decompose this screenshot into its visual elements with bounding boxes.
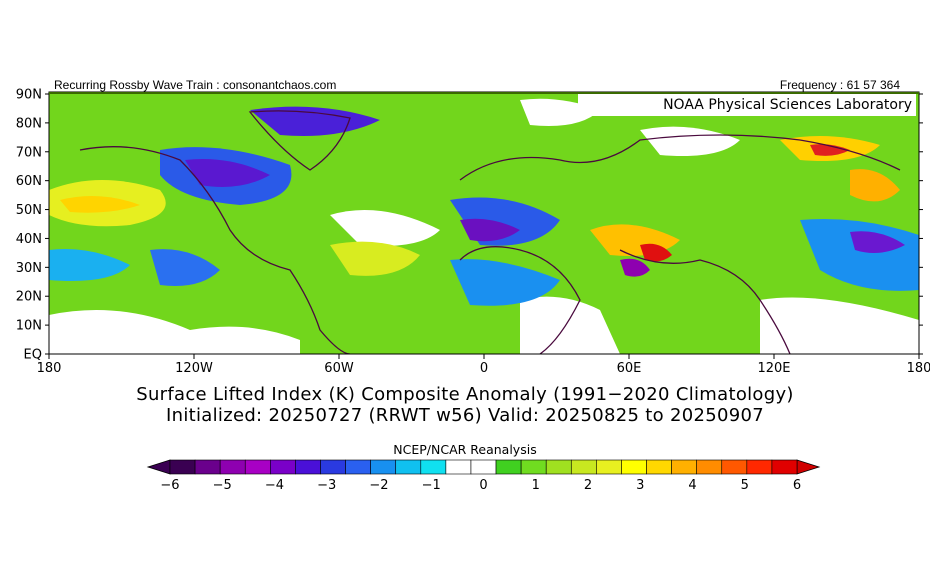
field-zero-west-pacific [760, 297, 919, 354]
field-positive-npac-core [60, 196, 140, 213]
colorbar-swatch [671, 459, 697, 475]
lat-label: 80N [16, 116, 42, 131]
colorbar-swatch [345, 459, 371, 475]
coast-north-america [79, 146, 351, 354]
colorbar-low-arrow [146, 459, 171, 475]
title-line-2: Initialized: 20250727 (RRWT w56) Valid: … [166, 405, 764, 426]
field-negative-canada-core [185, 159, 270, 188]
field-negative-mexico [150, 249, 220, 286]
colorbar-swatch [219, 459, 246, 475]
field-positive-kamchatka [850, 169, 900, 202]
colorbar-tick-label: 6 [793, 478, 801, 493]
colorbar-swatch [646, 459, 672, 475]
colorbar-tick-label: −4 [265, 478, 284, 493]
header-left-text: Recurring Rossby Wave Train : consonantc… [54, 78, 337, 92]
field-positive-pakistan [640, 243, 672, 262]
colorbar-high-arrow [796, 459, 821, 475]
lat-label: 30N [16, 261, 42, 276]
colorbar-swatch [621, 459, 647, 475]
colorbar-swatch [320, 459, 346, 475]
lon-label: 180 [37, 361, 62, 376]
lat-label: 50N [16, 203, 42, 218]
colorbar-swatch [194, 459, 221, 475]
lon-label: 120E [757, 361, 790, 376]
colorbar-swatch [696, 459, 723, 475]
lat-label: 90N [16, 88, 42, 103]
field-negative-hawaii [49, 249, 130, 281]
lat-label: 20N [16, 290, 42, 305]
lat-label: 70N [16, 145, 42, 160]
lon-label: 120W [175, 361, 213, 376]
coast-eurasia [459, 134, 901, 181]
field-zero-atlantic [330, 210, 440, 246]
longitude-axis: 180 120W 60W 0 60E 120E 180 [37, 354, 930, 376]
field-negative-europe-core [460, 218, 520, 242]
lat-label: EQ [24, 348, 42, 363]
colorbar-swatch [570, 459, 597, 475]
colorbar-tick-label: 2 [584, 478, 592, 493]
field-negative-npac-west-core [850, 231, 905, 254]
colorbar-swatch [420, 459, 447, 475]
colorbar-swatch [445, 459, 472, 475]
colorbar-tick-label: 4 [688, 478, 696, 493]
colorbar-swatch [596, 459, 622, 475]
colorbar-swatch [169, 459, 196, 475]
colorbar-tick-label: −2 [369, 478, 388, 493]
field-negative-arabian-sea [620, 258, 650, 277]
title-line-1: Surface Lifted Index (K) Composite Anoma… [136, 384, 794, 405]
field-zero-siberia [640, 126, 740, 156]
colorbar-tick-label: −6 [160, 478, 179, 493]
colorbar-tick-label: 5 [741, 478, 749, 493]
coast-south-asia [619, 249, 791, 354]
colorbar-tick-label: 0 [479, 478, 487, 493]
colorbar-swatch [370, 459, 397, 475]
coast-greenland [248, 110, 351, 171]
lon-label: 180 [907, 361, 930, 376]
colorbar-swatch [270, 459, 296, 475]
field-negative-africa [450, 259, 560, 306]
lon-label: 60E [617, 361, 642, 376]
header-right-text: Frequency : 61 57 364 [779, 78, 900, 92]
colorbar-swatch [470, 459, 497, 475]
colorbar-tick-label: −1 [422, 478, 441, 493]
latitude-axis: 90N 80N 70N 60N 50N 40N 30N 20N 10N EQ [16, 88, 923, 363]
colorbar-swatch [746, 459, 773, 475]
colorbar-tick-label: −3 [317, 478, 336, 493]
colorbar-swatch [395, 459, 422, 475]
colorbar-tick-label: 1 [532, 478, 540, 493]
map-field [49, 92, 919, 354]
lon-label: 60W [324, 361, 354, 376]
colorbar: −6 −5 −4 −3 −2 −1 0 1 2 3 4 5 6 [146, 459, 821, 493]
colorbar-swatch [771, 459, 798, 475]
coast-africa [459, 246, 581, 354]
colorbar-swatch [495, 459, 522, 475]
colorbar-swatch [520, 459, 547, 475]
coastlines [79, 110, 901, 354]
field-positive-east-siberia-core [810, 144, 850, 156]
lat-label: 60N [16, 174, 42, 189]
colorbar-tick-label: 3 [636, 478, 644, 493]
colorbar-tick-label: −5 [213, 478, 232, 493]
field-negative-greenland [250, 106, 380, 136]
colorbar-swatch [721, 459, 748, 475]
lat-label: 10N [16, 319, 42, 334]
colorbar-swatch [244, 459, 271, 475]
lat-label: 40N [16, 232, 42, 247]
credit-label: NOAA Physical Sciences Laboratory [578, 94, 916, 116]
lon-label: 0 [480, 361, 488, 376]
field-zero-tropical-pacific [49, 310, 300, 354]
colorbar-swatch [295, 459, 321, 475]
colorbar-swatch [545, 459, 572, 475]
field-zero-indian [520, 296, 620, 354]
field-positive-atlantic [330, 241, 420, 276]
source-label: NCEP/NCAR Reanalysis [393, 442, 537, 457]
